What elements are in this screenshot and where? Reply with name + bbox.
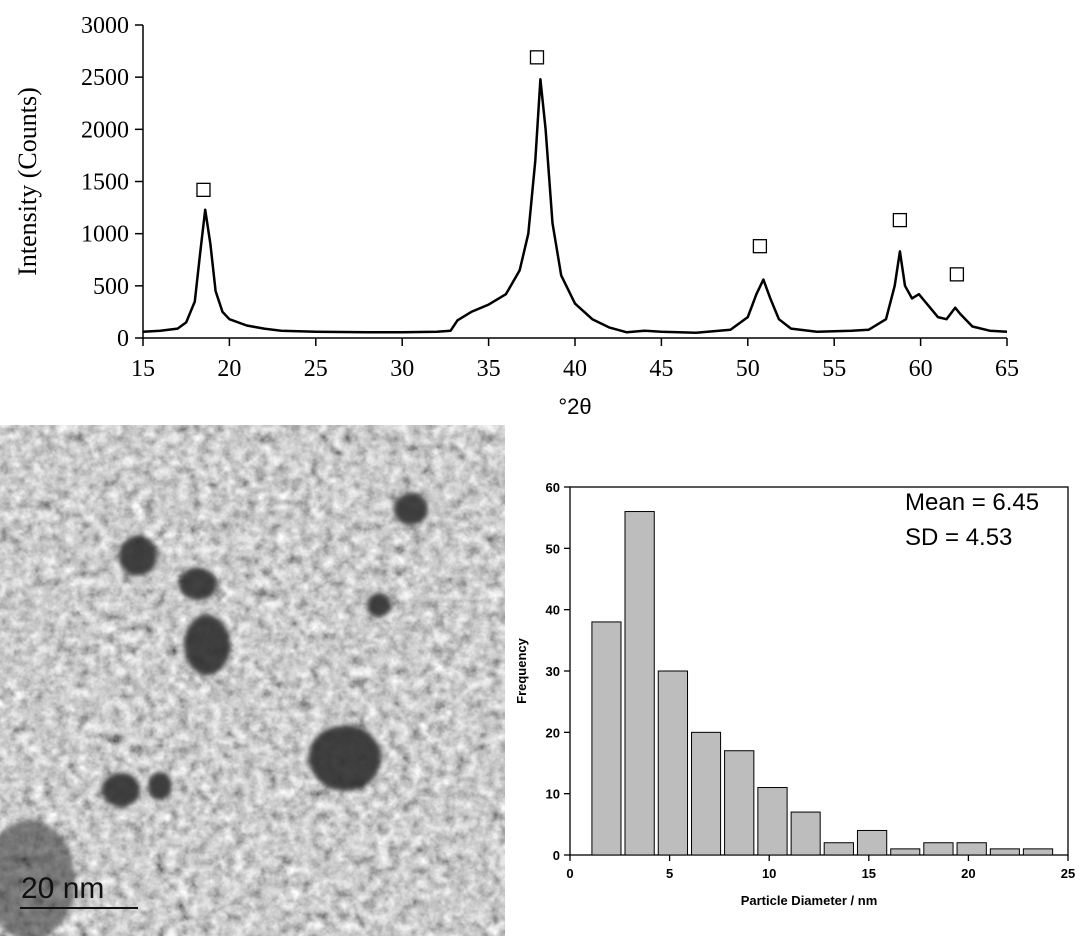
peak-marker — [196, 182, 211, 197]
annotation: SD = 4.53 — [905, 524, 1012, 551]
y-tick-label: 500 — [93, 274, 129, 300]
scale-bar-label: 20 nm — [21, 872, 104, 905]
histogram-bar — [657, 670, 689, 856]
histogram-bar — [923, 842, 954, 856]
x-tick-label: 25 — [304, 356, 328, 382]
y-tick-label: 50 — [546, 541, 560, 556]
peak-marker — [892, 212, 908, 228]
x-tick-label: 30 — [390, 356, 414, 382]
y-axis-title: Intensity (Counts) — [13, 87, 42, 276]
histogram-bar — [691, 731, 722, 856]
x-tick-label: 45 — [649, 356, 673, 382]
x-tick-label: 20 — [217, 356, 241, 382]
x-tick-label: 60 — [909, 356, 933, 382]
peak-marker — [752, 239, 768, 254]
x-tick-label: 0 — [566, 866, 573, 881]
y-tick-label: 10 — [546, 787, 560, 802]
histogram-bar — [956, 842, 987, 856]
histogram-bar — [856, 829, 888, 856]
y-axis-title: Frequency — [514, 637, 529, 704]
peak-marker — [529, 50, 545, 65]
histogram-bar — [624, 511, 655, 856]
y-tick-label: 0 — [117, 326, 129, 352]
x-tick-label: 50 — [736, 356, 760, 382]
x-tick-label: 20 — [961, 866, 975, 881]
x-tick-label: 25 — [1061, 866, 1075, 881]
x-tick-label: 10 — [762, 866, 776, 881]
intensity-line — [142, 78, 1008, 335]
x-tick-label: 40 — [563, 356, 587, 382]
y-tick-label: 2000 — [81, 117, 129, 143]
x-axis-title: Particle Diameter / nm — [741, 893, 878, 908]
histogram-bar — [724, 750, 755, 856]
tem-image: 20 nm — [0, 425, 505, 936]
y-tick-label: 40 — [546, 603, 560, 618]
histogram-bar — [591, 621, 622, 856]
histogram-bar — [757, 787, 788, 856]
x-tick-label: 65 — [995, 356, 1019, 382]
y-tick-label: 1000 — [81, 222, 129, 248]
histogram-bar — [790, 811, 821, 856]
y-tick-label: 30 — [546, 664, 560, 679]
x-tick-label: 55 — [822, 356, 846, 382]
y-tick-label: 2500 — [81, 65, 129, 91]
y-tick-label: 20 — [546, 725, 560, 740]
x-axis-title: °2θ — [558, 394, 591, 419]
x-tick-label: 35 — [477, 356, 501, 382]
x-tick-label: 15 — [862, 866, 876, 881]
y-tick-label: 0 — [553, 848, 560, 863]
peak-marker — [949, 267, 965, 282]
annotation: Mean = 6.45 — [905, 489, 1039, 516]
histogram-bar — [989, 848, 1020, 856]
x-tick-label: 15 — [131, 356, 155, 382]
y-tick-label: 1500 — [81, 170, 129, 196]
y-tick-label: 60 — [546, 480, 560, 495]
x-tick-label: 5 — [666, 866, 673, 881]
histogram-bar — [823, 842, 854, 856]
y-tick-label: 3000 — [81, 13, 129, 39]
histogram-bar — [1022, 848, 1054, 856]
histogram-bar — [890, 848, 921, 856]
